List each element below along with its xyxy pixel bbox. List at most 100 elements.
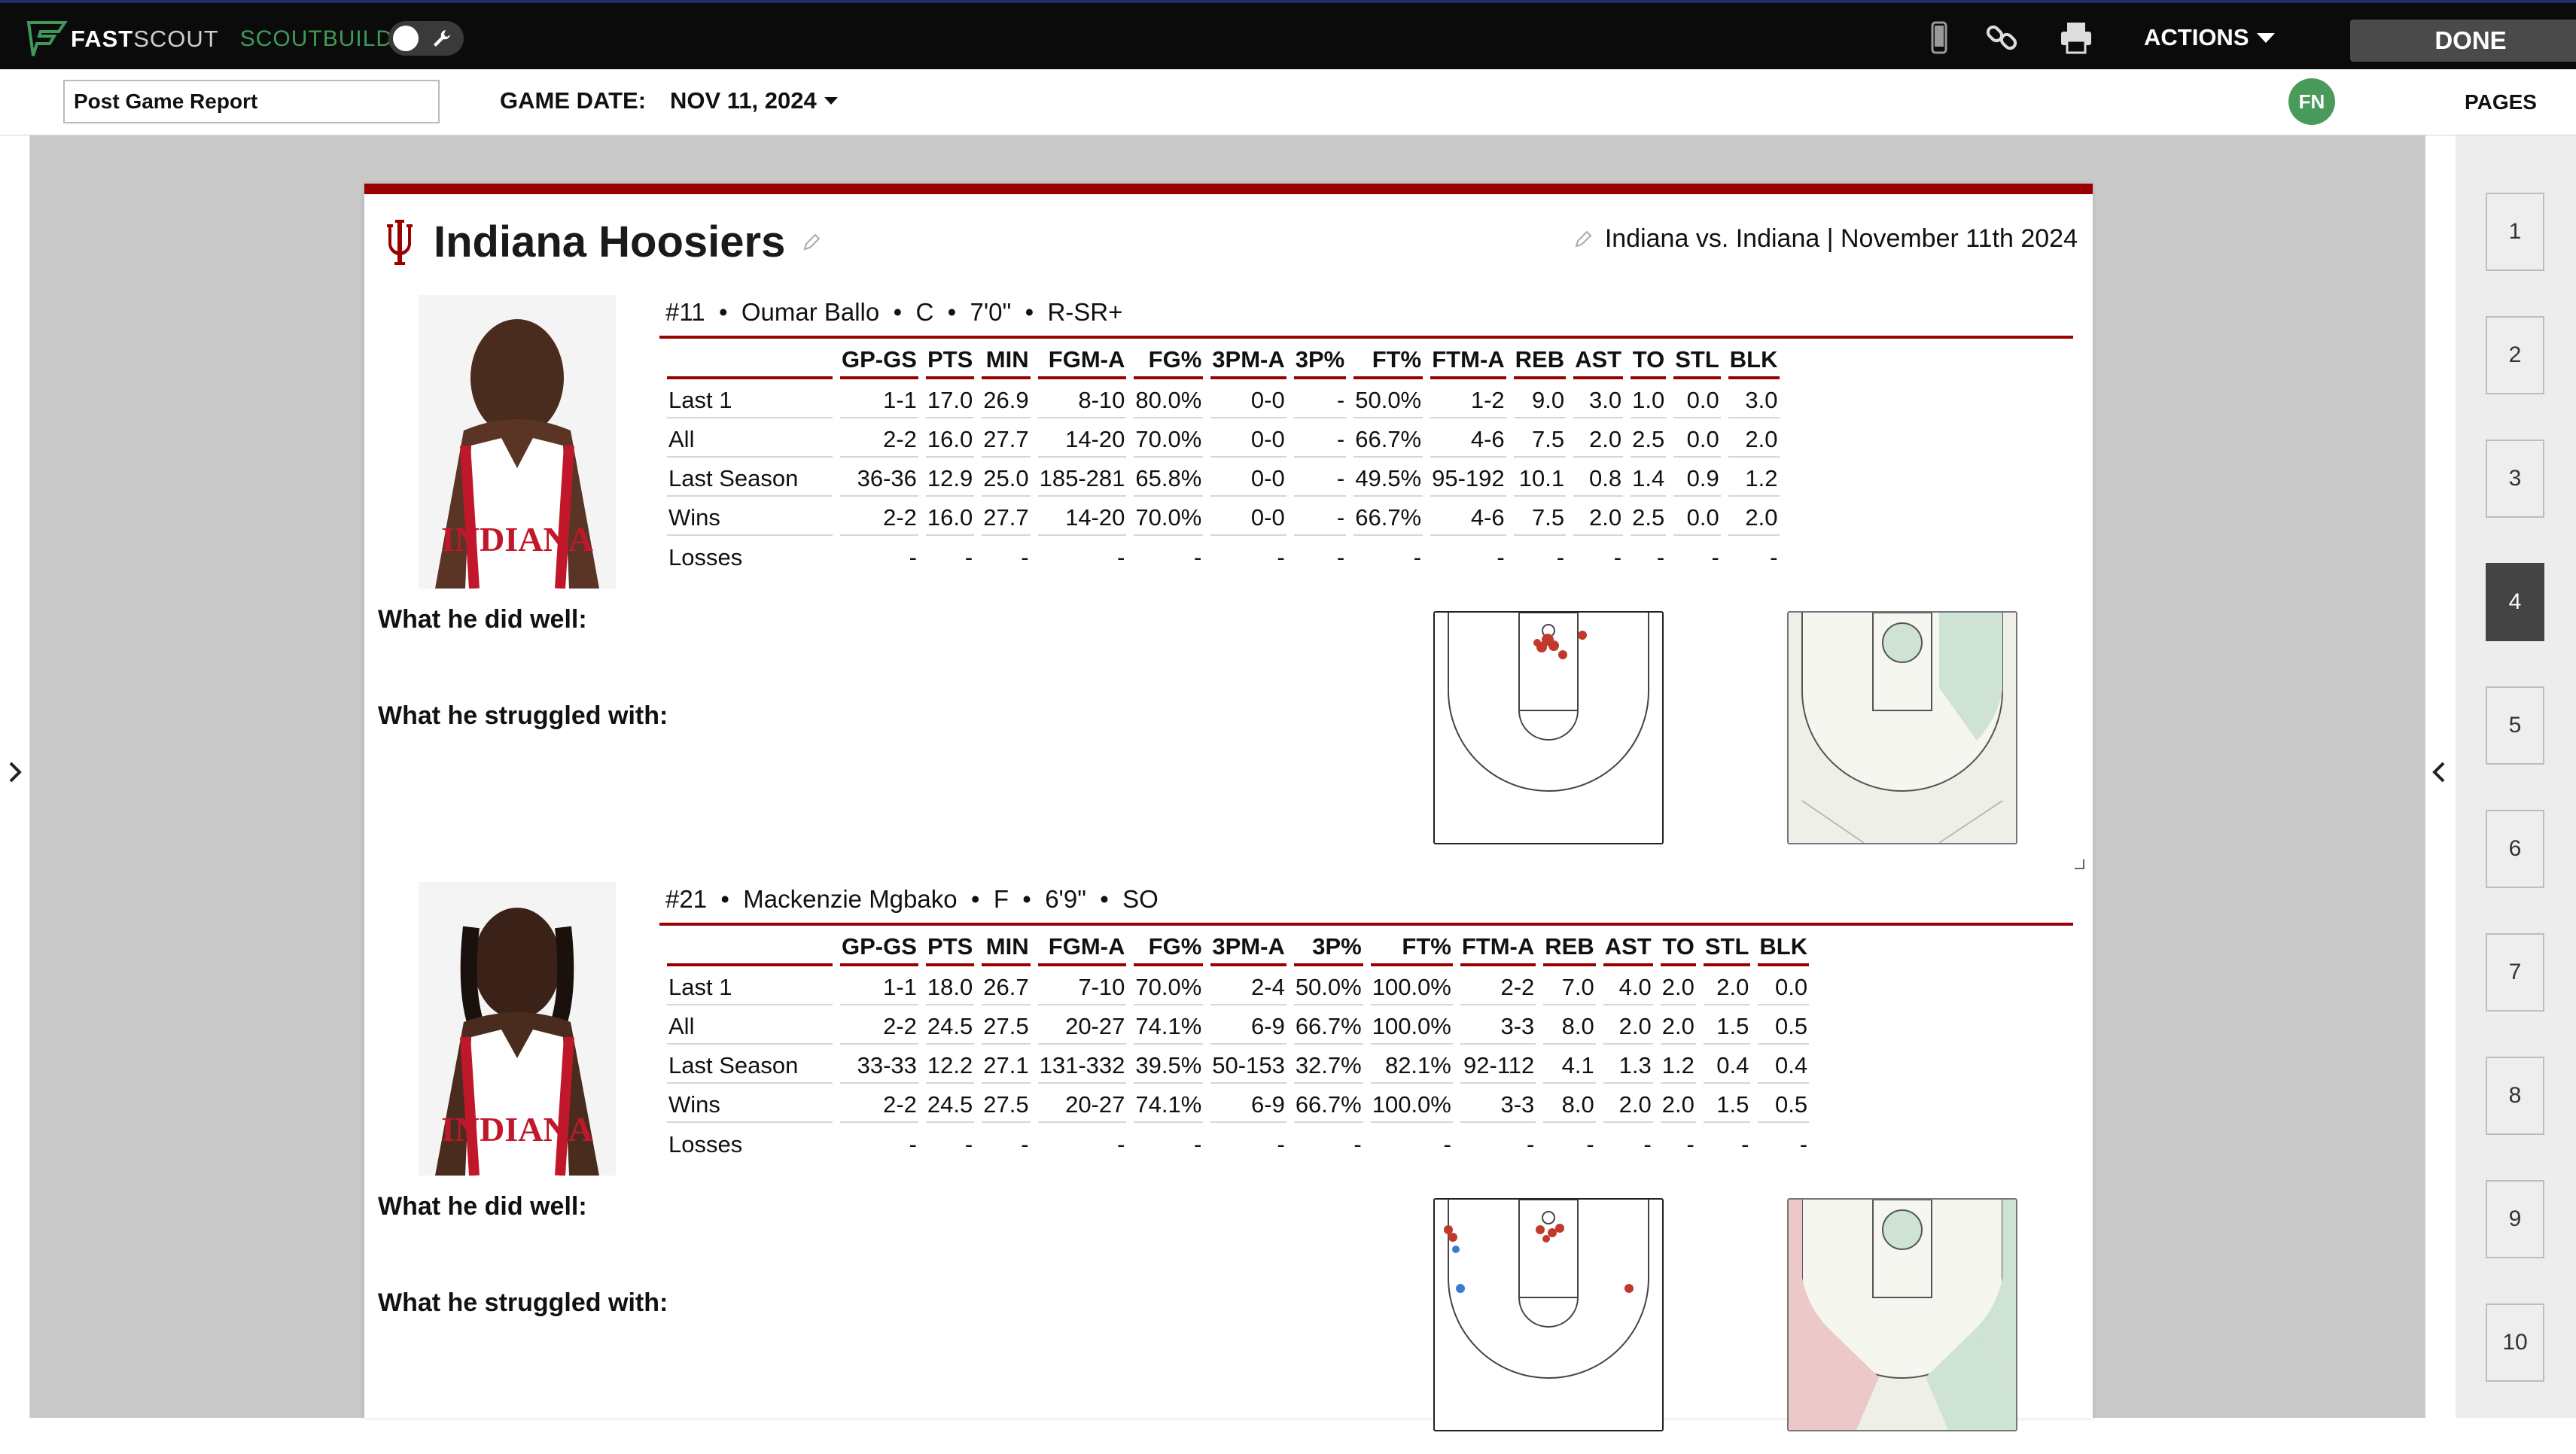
- stat-cell: 7.5: [1513, 418, 1567, 458]
- table-row: All 2-2 24.5 27.5 20-27 74.1% 6-9 66.7% 100.0% 3-…: [667, 1005, 1810, 1045]
- stat-cell: 36-36: [840, 458, 918, 497]
- stat-cell: 0.4: [1758, 1045, 1810, 1084]
- player-stats-table: GP-GS PTS MIN FGM-A FG% 3PM-A 3P% FT% FT…: [659, 342, 1787, 575]
- report-title-input[interactable]: [63, 80, 440, 123]
- stats-body: Last 1 1-1 17.0 26.9 8-10 80.0% 0-0-50.0% 1-2 9.…: [667, 379, 1780, 575]
- stat-cell: 2.0: [1573, 418, 1624, 458]
- stat-cell: 2-2: [840, 418, 918, 458]
- stat-cell: -: [1556, 544, 1565, 570]
- print-icon[interactable]: [2057, 18, 2096, 57]
- actions-menu[interactable]: ACTIONS: [2144, 21, 2275, 54]
- toggle-knob: [393, 26, 419, 51]
- stat-cell: -: [1336, 544, 1345, 570]
- edit-pencil-icon[interactable]: [800, 231, 823, 254]
- player-card: INDIANA #21 • Mackenzie Mgbako • F • 6'9…: [364, 882, 2093, 1454]
- stat-cell: 12.9: [925, 458, 975, 497]
- stat-cell: 8.0: [1543, 1005, 1596, 1045]
- stat-cell: 49.5%: [1353, 458, 1423, 497]
- page-thumb-8[interactable]: 8: [2486, 1057, 2544, 1135]
- stat-cell: 20-27: [1037, 1005, 1127, 1045]
- stat-cell: 39.5%: [1134, 1045, 1204, 1084]
- collapse-pages-panel-icon[interactable]: [2428, 757, 2448, 787]
- row-label: Wins: [667, 497, 833, 536]
- player-card: INDIANA #11 • Oumar Ballo • C • 7'0" • R…: [364, 295, 2093, 870]
- fastscout-logo[interactable]: FAST SCOUT SCOUTBUILDER: [26, 18, 426, 60]
- shot-chart-court: [1448, 612, 1649, 792]
- stat-cell: 6-9: [1210, 1084, 1286, 1123]
- edit-pencil-icon[interactable]: [1572, 228, 1594, 251]
- zone-chart-court: [1789, 1199, 2016, 1430]
- link-icon[interactable]: [1983, 18, 2022, 57]
- row-label: Last 1: [667, 379, 833, 418]
- page-thumb-7[interactable]: 7: [2486, 933, 2544, 1011]
- stat-cell: 100.0%: [1370, 966, 1453, 1005]
- page-thumb-1[interactable]: 1: [2486, 193, 2544, 271]
- stat-cell: 70.0%: [1134, 418, 1204, 458]
- stat-cell: 74.1%: [1134, 1084, 1204, 1123]
- top-bar: FAST SCOUT SCOUTBUILDER ACTIONS DONE: [0, 0, 2576, 69]
- team-header: Indiana Hoosiers: [381, 217, 823, 267]
- stat-cell: -: [1193, 544, 1202, 570]
- page-thumb-10[interactable]: 10: [2486, 1303, 2544, 1382]
- stat-cell: -: [1021, 544, 1029, 570]
- col-header: STL: [1703, 929, 1751, 966]
- avatar[interactable]: FN: [2288, 78, 2335, 125]
- stat-cell: 100.0%: [1370, 1005, 1453, 1045]
- stat-cell: 100.0%: [1370, 1084, 1453, 1123]
- stat-cell: 2.0: [1660, 1005, 1696, 1045]
- col-header: 3PM-A: [1210, 342, 1286, 379]
- player-header-rule: [659, 336, 2073, 339]
- page-thumb-2[interactable]: 2: [2486, 316, 2544, 394]
- table-row: Wins 2-2 24.5 27.5 20-27 74.1% 6-9 66.7% 100.0% 3…: [667, 1084, 1810, 1123]
- stats-row-label-header: [667, 929, 833, 966]
- stat-cell: -: [1656, 544, 1665, 570]
- stat-cell: 3-3: [1460, 1084, 1536, 1123]
- stat-cell: 0.9: [1673, 458, 1721, 497]
- shot-chart[interactable]: [1433, 611, 1664, 844]
- stat-cell: 27.1: [982, 1045, 1031, 1084]
- row-label: Losses: [668, 544, 743, 570]
- stat-cell: 2.5: [1631, 497, 1667, 536]
- page-thumb-9[interactable]: 9: [2486, 1180, 2544, 1258]
- page-thumb-5[interactable]: 5: [2486, 686, 2544, 765]
- did-well-label: What he did well:: [378, 1192, 587, 1221]
- stat-cell: 0-0: [1210, 379, 1286, 418]
- stat-cell: 1-2: [1430, 379, 1506, 418]
- zone-chart[interactable]: [1787, 611, 2017, 844]
- col-header: 3P%: [1293, 929, 1363, 966]
- player-header-rule: [659, 923, 2073, 926]
- mobile-icon[interactable]: [1920, 18, 1959, 57]
- expand-left-panel-icon[interactable]: [6, 757, 26, 787]
- col-header: MIN: [982, 929, 1031, 966]
- stat-cell: 7.5: [1513, 497, 1567, 536]
- table-row: Last Season 33-33 12.2 27.1 131-332 39.5% 50-1…: [667, 1045, 1810, 1084]
- stat-cell: -: [1293, 379, 1347, 418]
- stat-cell: -: [1277, 1131, 1285, 1157]
- stat-cell: -: [1293, 418, 1347, 458]
- page-thumb-6[interactable]: 6: [2486, 810, 2544, 888]
- stat-cell: 27.7: [982, 497, 1031, 536]
- stat-cell: -: [1117, 544, 1125, 570]
- struggled-label: What he struggled with:: [378, 701, 668, 730]
- col-header: FGM-A: [1037, 342, 1127, 379]
- stat-cell: 6-9: [1210, 1005, 1286, 1045]
- stat-cell: 80.0%: [1134, 379, 1204, 418]
- resize-handle-icon[interactable]: [2073, 858, 2085, 870]
- edit-mode-toggle[interactable]: [388, 21, 464, 56]
- stat-cell: 14-20: [1037, 418, 1127, 458]
- page-thumb-4[interactable]: 4: [2486, 563, 2544, 641]
- stat-cell: 1-1: [840, 966, 918, 1005]
- stat-cell: -: [1741, 1131, 1749, 1157]
- player-photo-image: INDIANA: [419, 882, 616, 1176]
- stat-cell: -: [1613, 544, 1622, 570]
- shot-chart-court: [1444, 1199, 1649, 1379]
- page-thumb-3[interactable]: 3: [2486, 440, 2544, 518]
- done-button[interactable]: DONE: [2350, 20, 2576, 62]
- stat-cell: 2.0: [1728, 497, 1780, 536]
- stat-cell: 4.0: [1603, 966, 1653, 1005]
- zone-chart[interactable]: [1787, 1198, 2017, 1431]
- stat-cell: -: [1799, 1131, 1808, 1157]
- stat-cell: 20-27: [1037, 1084, 1127, 1123]
- shot-chart[interactable]: [1433, 1198, 1664, 1431]
- game-date-dropdown[interactable]: NOV 11, 2024: [670, 87, 838, 114]
